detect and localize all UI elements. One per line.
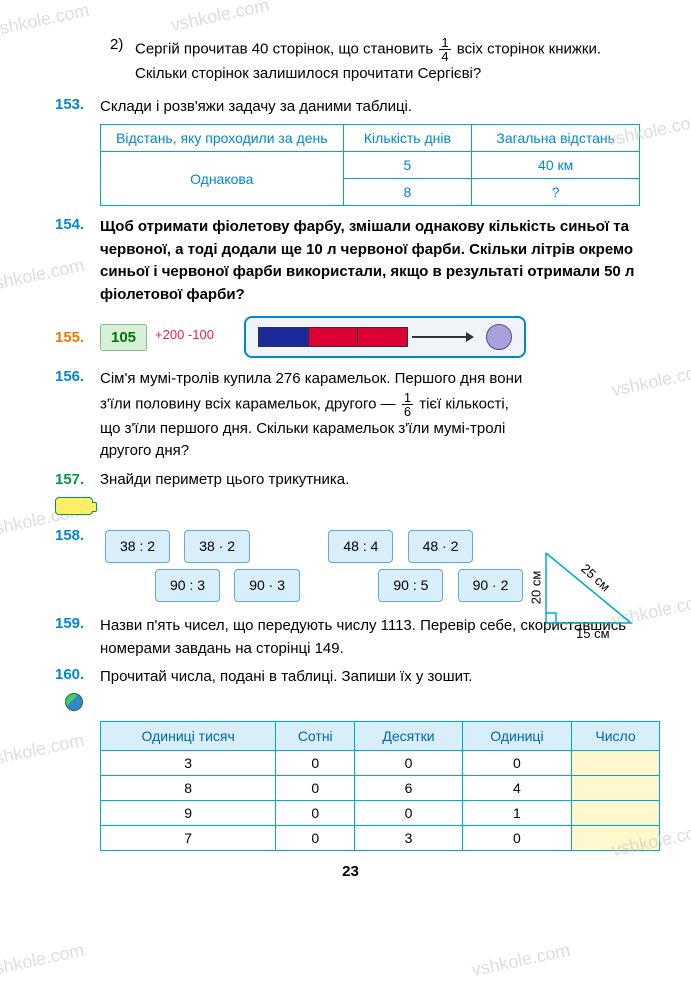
td: 4 [462, 775, 571, 800]
td: ? [472, 179, 640, 206]
calc-box: 38 · 2 [184, 530, 250, 563]
td: 1 [462, 800, 571, 825]
task-155: 155. 105 +200 -100 [55, 316, 646, 358]
task-number: 154. [55, 216, 100, 233]
triangle-diagram: 20 см 15 см 25 см [521, 548, 641, 643]
task-154: 154. Щоб отримати фіолетову фарбу, зміша… [55, 216, 646, 306]
watermark: vshkole.com [0, 730, 86, 771]
task-157: 157. Знайди периметр цього трикутника. [55, 469, 646, 492]
purple-circle [486, 324, 512, 350]
td: 9 [101, 800, 276, 825]
calc-box: 90 · 3 [234, 569, 300, 602]
diagram-155 [244, 316, 526, 358]
td-empty [572, 825, 660, 850]
td-merged: Однакова [101, 152, 344, 206]
table-row: 9 0 0 1 [101, 800, 660, 825]
td-empty [572, 750, 660, 775]
task-number: 159. [55, 615, 100, 632]
calc-box: 90 : 5 [378, 569, 443, 602]
bar-segment-red [309, 328, 359, 346]
watermark: vshkole.com [169, 0, 271, 36]
intro-task: 2) Сергій прочитав 40 сторінок, що стано… [110, 36, 646, 86]
watermark: vshkole.com [470, 940, 572, 981]
td: 7 [101, 825, 276, 850]
td: 3 [101, 750, 276, 775]
td: 40 км [472, 152, 640, 179]
table-row: 8 0 6 4 [101, 775, 660, 800]
th: Десятки [355, 721, 463, 750]
th: Відстань, яку проходили за день [101, 125, 344, 152]
green-number-box: 105 [100, 324, 147, 351]
task-number: 155. [55, 329, 100, 346]
task-number: 153. [55, 96, 100, 113]
watermark: vshkole.com [0, 0, 91, 41]
th: Загальна відстань [472, 125, 640, 152]
td: 0 [462, 825, 571, 850]
fraction: 1 6 [402, 391, 413, 418]
calc-box: 90 : 3 [155, 569, 220, 602]
td: 0 [355, 750, 463, 775]
frac-den: 4 [439, 50, 450, 63]
page-number: 23 [55, 863, 646, 880]
td-empty [572, 800, 660, 825]
triangle-label-v: 20 см [528, 571, 543, 605]
intro-text-a: Сергій прочитав 40 сторінок, що становит… [135, 40, 433, 57]
task-body: Сім'я мумі-тролів купила 276 карамельок.… [100, 368, 646, 463]
th: Одиниці [462, 721, 571, 750]
triangle-label-h: 15 см [576, 626, 610, 641]
task-text: Щоб отримати фіолетову фарбу, змішали од… [100, 216, 646, 306]
calc-box: 90 · 2 [458, 569, 524, 602]
task-156: 156. Сім'я мумі-тролів купила 276 караме… [55, 368, 646, 463]
bar-segment-blue [259, 328, 309, 346]
task-153: 153. Склади і розв'яжи задачу за даними … [55, 96, 646, 119]
th: Кількість днів [343, 125, 472, 152]
globe-icon [65, 693, 83, 711]
th: Число [572, 721, 660, 750]
table-160: Одиниці тисяч Сотні Десятки Одиниці Числ… [100, 721, 660, 851]
frac-num: 1 [402, 391, 413, 405]
task-number: 156. [55, 368, 100, 385]
calc-box: 48 · 2 [408, 530, 474, 563]
intro-body: Сергій прочитав 40 сторінок, що становит… [135, 36, 646, 86]
th: Одиниці тисяч [101, 721, 276, 750]
td: 0 [276, 775, 355, 800]
td: 0 [276, 825, 355, 850]
calc-box: 38 : 2 [105, 530, 170, 563]
frac-den: 6 [402, 405, 413, 418]
th: Сотні [276, 721, 355, 750]
color-bar [258, 327, 408, 347]
table-row: 3 0 0 0 [101, 750, 660, 775]
td: 6 [355, 775, 463, 800]
battery-icon [55, 497, 93, 515]
td: 3 [355, 825, 463, 850]
red-arrow-labels: +200 -100 [155, 327, 214, 342]
task-number: 157. [55, 471, 100, 488]
task-text: Прочитай числа, подані в таблиці. Запиши… [100, 666, 646, 689]
td: 0 [462, 750, 571, 775]
arrow-icon [412, 336, 472, 338]
calc-box: 48 : 4 [328, 530, 393, 563]
table-row: 7 0 3 0 [101, 825, 660, 850]
bar-segment-red [358, 328, 407, 346]
watermark: vshkole.com [0, 940, 86, 981]
td: 0 [276, 800, 355, 825]
td: 5 [343, 152, 472, 179]
task-number: 158. [55, 527, 100, 544]
td: 8 [101, 775, 276, 800]
task-text: Склади і розв'яжи задачу за даними табли… [100, 96, 646, 119]
table-153: Відстань, яку проходили за день Кількіст… [100, 124, 640, 206]
intro-prefix: 2) [110, 36, 135, 53]
td-empty [572, 775, 660, 800]
task-160: 160. Прочитай числа, подані в таблиці. З… [55, 666, 646, 689]
fraction: 1 4 [439, 36, 450, 63]
td: 0 [355, 800, 463, 825]
frac-num: 1 [439, 36, 450, 50]
td: 8 [343, 179, 472, 206]
td: 0 [276, 750, 355, 775]
task-text: Знайди периметр цього трикутника. [100, 469, 646, 492]
task-number: 160. [55, 666, 100, 683]
